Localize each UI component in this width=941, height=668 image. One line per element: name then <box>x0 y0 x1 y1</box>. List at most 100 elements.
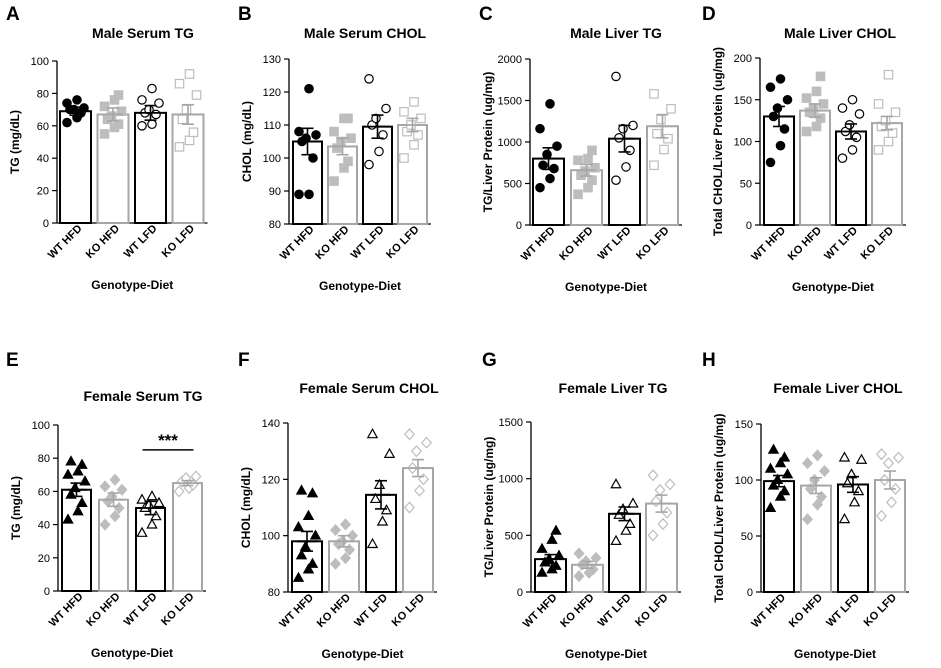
y-tick-label: 100 <box>735 475 753 487</box>
data-point <box>147 83 157 94</box>
data-point <box>154 98 164 108</box>
data-point <box>536 542 548 553</box>
data-point <box>147 119 157 129</box>
y-axis-label: CHOL (mg/dL) <box>239 467 253 548</box>
data-point <box>137 95 147 105</box>
x-axis-label: Genotype-Diet <box>319 279 401 293</box>
bar-2 <box>134 111 167 224</box>
data-point <box>62 468 74 479</box>
x-axis-label: Genotype-Diet <box>91 646 173 660</box>
data-point <box>295 549 308 560</box>
data-point <box>811 86 822 97</box>
data-point <box>656 114 666 125</box>
x-tick-label: KO LFD <box>633 592 670 629</box>
data-point <box>191 90 202 100</box>
data-point <box>801 126 812 137</box>
y-tick-label: 200 <box>734 53 752 65</box>
data-point <box>854 109 865 119</box>
data-point <box>62 98 72 108</box>
x-axis-label: Genotype-Diet <box>794 647 876 661</box>
data-point <box>113 119 124 129</box>
data-point <box>374 146 384 157</box>
x-axis-label: Genotype-Diet <box>91 278 173 292</box>
x-tick-label: KO LFD <box>384 224 421 261</box>
data-point <box>376 515 389 526</box>
y-tick-label: 100 <box>734 137 752 149</box>
x-tick-label: KO HFD <box>84 223 122 261</box>
chart-title: Female Serum TG <box>83 388 202 404</box>
y-tick-label: 1500 <box>498 96 522 108</box>
x-axis-label: Genotype-Diet <box>321 647 403 661</box>
data-point <box>801 457 814 470</box>
x-tick-label: WT HFD <box>519 225 558 264</box>
data-point <box>573 570 585 583</box>
data-point <box>113 90 124 100</box>
y-axis-label: TG/Liver Protein (ug/mg) <box>482 437 496 578</box>
data-point <box>304 189 314 200</box>
y-tick-label: 100 <box>32 420 50 432</box>
x-tick-label: WT LFD <box>596 225 634 263</box>
data-point <box>649 89 659 99</box>
bar-2 <box>362 125 393 225</box>
bar-2 <box>135 507 166 592</box>
data-point <box>883 136 894 147</box>
x-tick-label: WT LFD <box>822 225 860 263</box>
data-point <box>413 130 423 140</box>
data-point <box>190 470 202 483</box>
y-tick-label: 500 <box>505 530 523 542</box>
y-tick-label: 100 <box>31 56 49 68</box>
x-tick-label: WT LFD <box>824 592 862 630</box>
chart-title: Female Liver TG <box>559 380 668 396</box>
data-point <box>765 157 776 168</box>
data-point <box>624 517 636 529</box>
data-point <box>99 480 111 493</box>
data-point <box>177 114 188 125</box>
data-point <box>76 496 88 508</box>
x-tick-label: WT HFD <box>521 592 560 631</box>
data-point <box>590 551 602 565</box>
data-point <box>62 117 72 128</box>
data-point <box>815 71 826 82</box>
data-point <box>610 478 622 489</box>
data-point <box>873 99 884 109</box>
data-point <box>188 127 199 138</box>
data-point <box>295 484 308 495</box>
data-point <box>153 496 165 508</box>
data-point <box>550 524 562 535</box>
data-point <box>611 175 621 185</box>
data-point <box>801 513 814 526</box>
data-point <box>654 483 666 497</box>
data-point <box>304 83 314 94</box>
data-point <box>369 492 382 504</box>
data-point <box>329 523 342 537</box>
data-point <box>625 145 635 156</box>
data-point <box>409 97 419 107</box>
data-point <box>329 557 342 570</box>
data-point <box>79 475 91 486</box>
data-point <box>659 144 669 155</box>
data-point <box>146 518 158 529</box>
x-tick-label: KO HFD <box>84 591 122 629</box>
data-point <box>765 82 776 93</box>
y-tick-label: 150 <box>735 419 753 431</box>
y-tick-label: 0 <box>516 220 522 232</box>
data-point <box>136 526 148 537</box>
data-point <box>366 428 379 439</box>
panel-letter: F <box>238 350 250 371</box>
data-point <box>72 505 84 516</box>
data-point <box>892 451 905 464</box>
data-point <box>772 103 783 113</box>
y-axis-label: TG/Liver Protein (ug/mg) <box>481 72 495 213</box>
data-point <box>136 493 148 504</box>
data-point <box>109 510 121 523</box>
data-point <box>173 485 185 498</box>
data-point <box>116 106 127 117</box>
data-point <box>583 153 593 164</box>
data-point <box>590 162 600 173</box>
data-point <box>847 94 858 105</box>
data-point <box>890 107 901 118</box>
y-tick-label: 100 <box>262 531 280 543</box>
data-point <box>774 456 787 468</box>
bar-3 <box>874 479 906 593</box>
